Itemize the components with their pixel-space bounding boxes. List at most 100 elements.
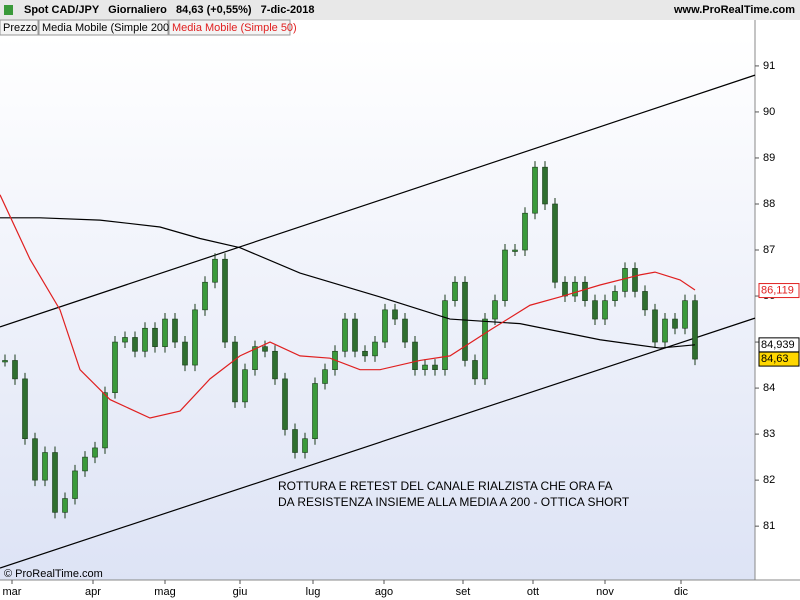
candle: [242, 369, 248, 403]
trendline: [0, 74, 756, 328]
candle: [142, 327, 148, 352]
price-label-box: [758, 351, 800, 367]
candle: [262, 346, 268, 352]
y-tick-label: 88: [763, 198, 775, 210]
candle: [342, 318, 348, 352]
y-tick-label: 89: [763, 152, 775, 164]
candle: [512, 249, 518, 252]
candle: [2, 360, 8, 363]
candle: [472, 360, 478, 380]
plot-area: [0, 36, 755, 580]
x-tick-label: set: [456, 586, 471, 598]
candle: [632, 268, 638, 292]
candle: [102, 392, 108, 449]
annotation: DA RESISTENZA INSIEME ALLA MEDIA A 200 -…: [278, 495, 630, 509]
y-tick-label: 87: [763, 244, 775, 256]
candle: [502, 249, 508, 301]
moving-average: [0, 194, 696, 419]
candle: [662, 318, 668, 343]
candle: [532, 166, 538, 214]
candle: [372, 341, 378, 357]
candle: [92, 447, 98, 458]
candle: [352, 318, 358, 352]
candle: [652, 309, 658, 343]
candle: [82, 456, 88, 472]
trendline: [0, 317, 756, 569]
candle: [72, 470, 78, 499]
annotation: ROTTURA E RETEST DEL CANALE RIALZISTA CH…: [278, 479, 613, 493]
title: Spot CAD/JPY Giornaliero 84,63 (+0,55%) …: [24, 4, 315, 16]
candle: [442, 300, 448, 370]
x-tick-label: mag: [154, 586, 175, 598]
candle: [682, 300, 688, 329]
icon: [4, 5, 13, 15]
candle: [562, 281, 568, 297]
price-label: 86,119: [761, 284, 794, 296]
site: www.ProRealTime.com: [673, 4, 795, 16]
candle: [152, 327, 158, 347]
x-tick-label: lug: [306, 586, 321, 598]
y-tick-label: 82: [763, 474, 775, 486]
candle: [542, 166, 548, 205]
candle: [552, 203, 558, 283]
candle: [42, 452, 48, 481]
candle: [692, 300, 698, 360]
y-tick-label: 91: [763, 60, 775, 72]
legend-box: [38, 19, 169, 36]
candle: [622, 268, 628, 292]
legend-entry: Media Mobile (Simple 200): [42, 22, 173, 34]
candle: [432, 364, 438, 370]
candle: [572, 281, 578, 297]
candle: [192, 309, 198, 366]
candle: [492, 300, 498, 320]
candle: [272, 350, 278, 380]
x-tick-label: giu: [233, 586, 248, 598]
candle: [252, 346, 258, 370]
candle: [162, 318, 168, 347]
price-label: 84,63: [761, 353, 789, 365]
candle: [212, 258, 218, 283]
copyright: © ProRealTime.com: [4, 568, 103, 580]
candle: [302, 438, 308, 453]
candle: [672, 318, 678, 329]
price-label-box: [758, 283, 800, 299]
candle: [282, 378, 288, 430]
x-tick-label: dic: [674, 586, 689, 598]
y-tick-label: 90: [763, 106, 775, 118]
candle: [12, 360, 18, 380]
candle: [592, 300, 598, 320]
candle: [22, 378, 28, 440]
candle: [322, 369, 328, 384]
candle: [32, 438, 38, 481]
candle: [482, 318, 488, 380]
x-tick-label: mar: [3, 586, 22, 598]
candle: [392, 309, 398, 320]
candle: [612, 291, 618, 301]
legend-box: [168, 19, 291, 36]
legend-box: [0, 19, 39, 36]
candle: [52, 452, 58, 513]
candle: [222, 258, 228, 343]
candle: [172, 318, 178, 343]
y-tick-label: 81: [763, 520, 775, 532]
candle: [202, 281, 208, 311]
candle: [462, 281, 468, 361]
candle: [362, 350, 368, 357]
candle: [122, 337, 128, 343]
candle: [452, 281, 458, 301]
moving-average: [0, 217, 696, 349]
x-tick-label: ott: [527, 586, 539, 598]
price-label: 84,939: [761, 339, 795, 351]
candle: [232, 341, 238, 403]
candle: [132, 337, 138, 352]
candle: [602, 300, 608, 320]
header-bar: [0, 0, 800, 20]
candle: [422, 364, 428, 370]
legend-entry: Media Mobile (Simple 50): [172, 22, 297, 34]
x-tick-label: ago: [375, 586, 393, 598]
candle: [412, 341, 418, 370]
candle: [582, 281, 588, 301]
y-tick-label: 84: [763, 382, 775, 394]
candle: [642, 291, 648, 311]
